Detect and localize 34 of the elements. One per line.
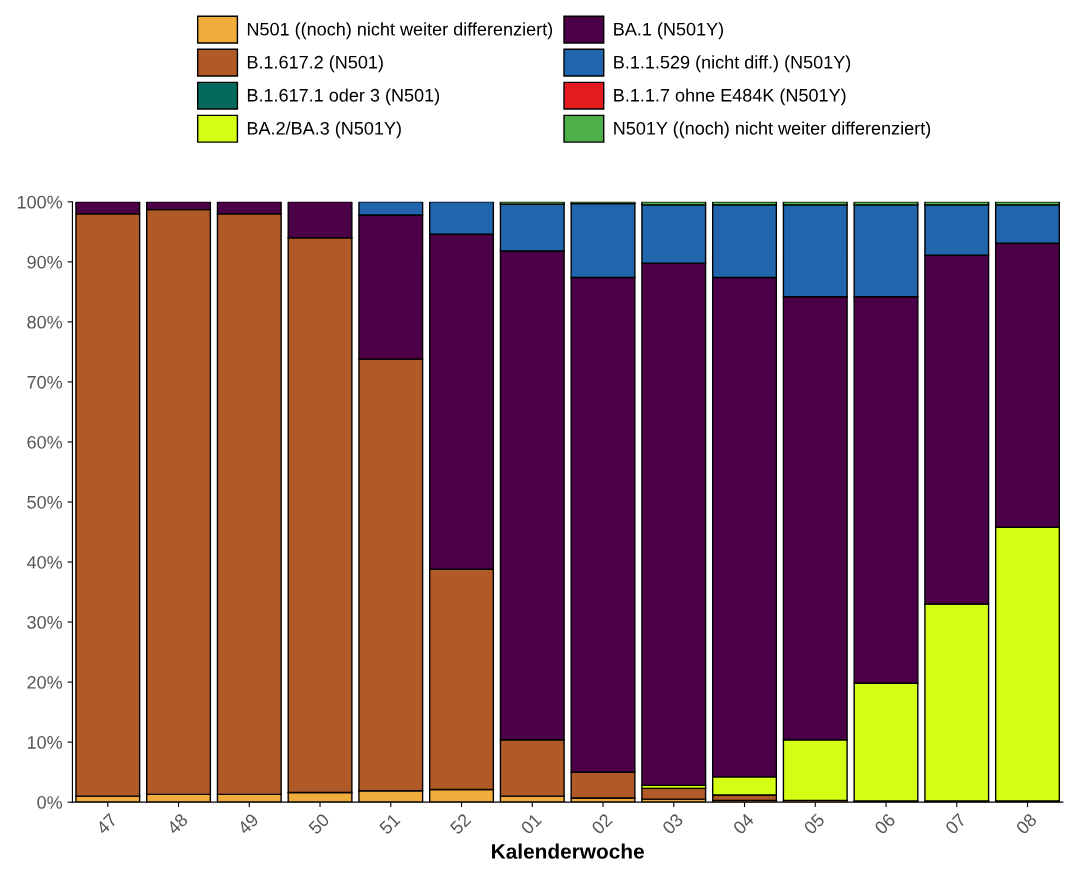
x-axis-title: Kalenderwoche: [492, 843, 644, 859]
y-tick-label: 30%: [27, 615, 63, 629]
y-tick-label: 100%: [17, 195, 63, 209]
x-tick-label: 02: [590, 812, 613, 835]
y-tick-label: 20%: [27, 676, 63, 689]
legend-label: BA.1 (N501Y): [614, 22, 724, 40]
x-tick-label: 48: [166, 812, 189, 836]
x-tick-label: 06: [873, 812, 896, 835]
y-tick-label: 50%: [27, 495, 63, 509]
x-tick-label: 01: [520, 812, 543, 835]
x-tick-label: 04: [732, 812, 755, 835]
legend-label: B.1.1.529 (nicht diff.) (N501Y): [614, 55, 851, 73]
y-tick-label: 90%: [27, 255, 63, 269]
legend-label: B.1.617.2 (N501): [247, 55, 383, 73]
x-tick-label: 05: [803, 812, 826, 835]
y-tick-label: 40%: [26, 555, 63, 569]
legend-label: B.1.1.7 ohne E484K (N501Y): [614, 88, 846, 106]
legend-label: N501 ((noch) nicht weiter differenziert): [247, 22, 553, 40]
x-tick-label: 51: [378, 812, 401, 835]
y-tick-label: 80%: [27, 315, 63, 329]
x-tick-label: 47: [95, 812, 118, 836]
legend-label: B.1.617.1 oder 3 (N501): [247, 88, 440, 106]
y-tick-label: 60%: [27, 435, 63, 449]
legend-label: N501Y ((noch) nicht weiter differenziert): [614, 121, 931, 139]
x-tick-label: 50: [307, 812, 331, 835]
y-tick-label: 10%: [27, 736, 63, 749]
x-tick-label: 49: [236, 812, 260, 836]
x-tick-label: 03: [661, 812, 684, 835]
x-tick-label: 07: [944, 812, 967, 835]
x-tick-label: 52: [449, 812, 472, 835]
y-tick-label: 0%: [37, 796, 63, 809]
x-tick-label: 08: [1015, 812, 1038, 835]
legend-label: BA.2/BA.3 (N501Y): [247, 121, 401, 139]
y-tick-label: 70%: [27, 375, 63, 389]
